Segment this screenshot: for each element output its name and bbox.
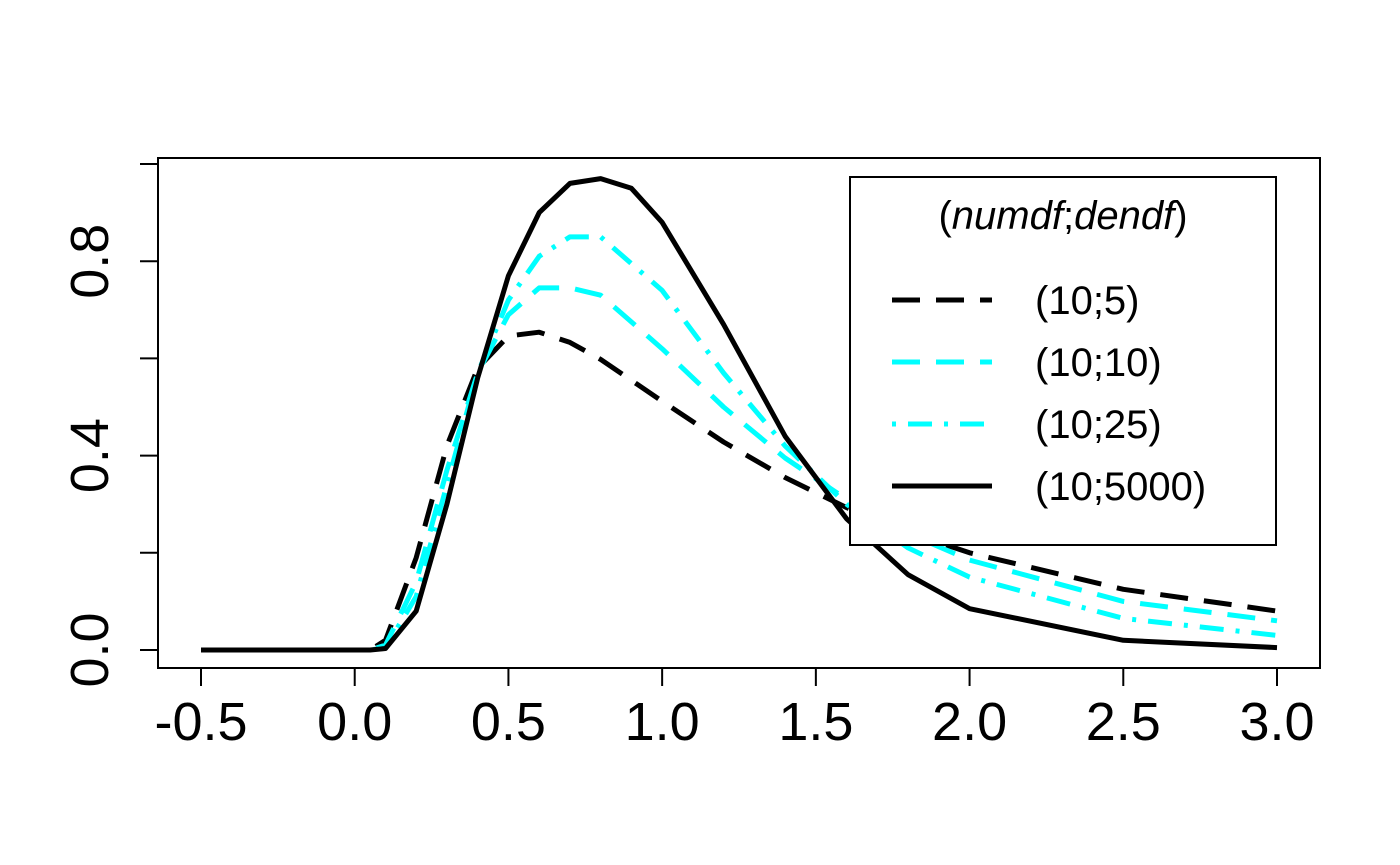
x-tick-label: -0.5 (154, 692, 247, 752)
x-tick-label: 3.0 (1239, 692, 1314, 752)
legend-label: (10;25) (1035, 403, 1162, 447)
x-tick-label: 0.0 (317, 692, 392, 752)
y-tick-label: 0.0 (60, 612, 120, 687)
series-line-3 (201, 176, 1278, 653)
legend-label: (10;5) (1035, 279, 1140, 323)
legend-entries: (10;5) (10;10) (10;25) (10;5000) (892, 279, 1206, 509)
legend: (numdf;dendf) (10;5) (10;10) (10;25) (10;50… (849, 176, 1277, 546)
x-tick-label: 2.5 (1086, 692, 1161, 752)
legend-label: (10;10) (1035, 341, 1162, 385)
legend-label: (10;5000) (1035, 465, 1206, 509)
x-tick-label: 0.5 (471, 692, 546, 752)
y-tick-label: 0.4 (60, 418, 120, 493)
y-axis: 0.0 0.4 0.8 (60, 163, 159, 688)
x-tick-label: 1.5 (778, 692, 853, 752)
legend-title: (numdf;dendf) (938, 194, 1187, 238)
x-axis: -0.5 0.0 0.5 1.0 1.5 2.0 2.5 3.0 (154, 667, 1315, 752)
x-tick-label: 2.0 (932, 692, 1007, 752)
y-tick-label: 0.8 (60, 224, 120, 299)
x-tick-label: 1.0 (625, 692, 700, 752)
